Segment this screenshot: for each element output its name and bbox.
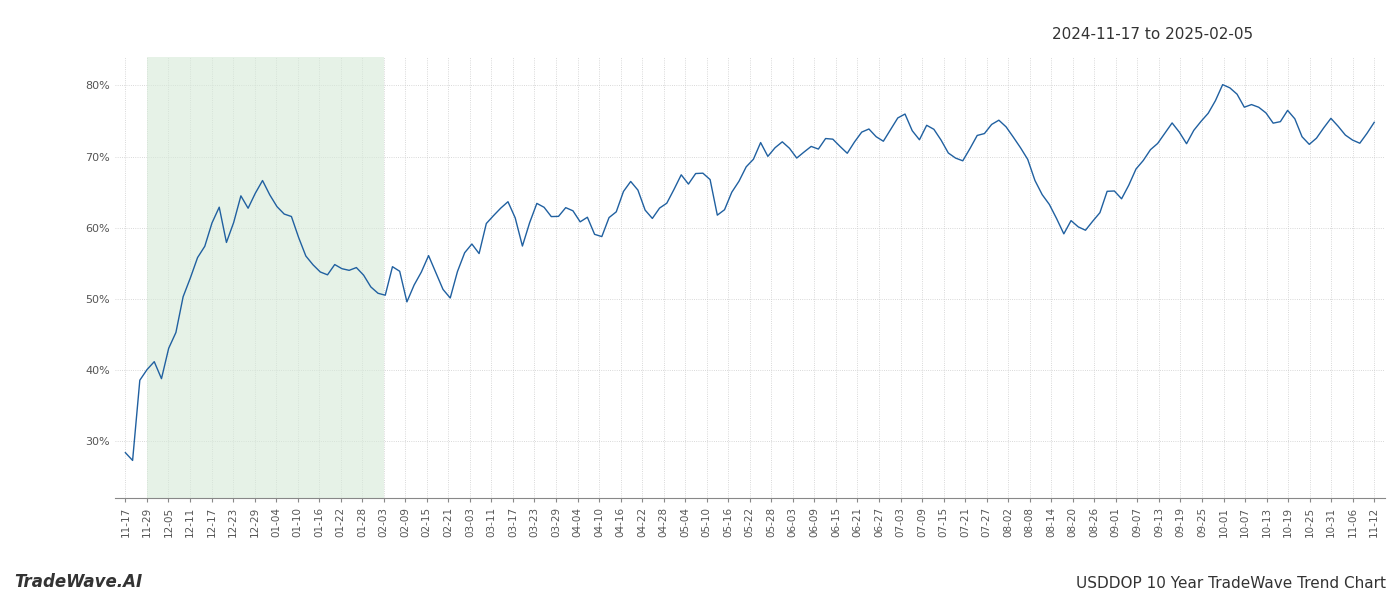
Text: USDDOP 10 Year TradeWave Trend Chart: USDDOP 10 Year TradeWave Trend Chart [1077,576,1386,591]
Text: TradeWave.AI: TradeWave.AI [14,573,143,591]
Bar [147,57,384,498]
Text: 2024-11-17 to 2025-02-05: 2024-11-17 to 2025-02-05 [1051,27,1253,42]
